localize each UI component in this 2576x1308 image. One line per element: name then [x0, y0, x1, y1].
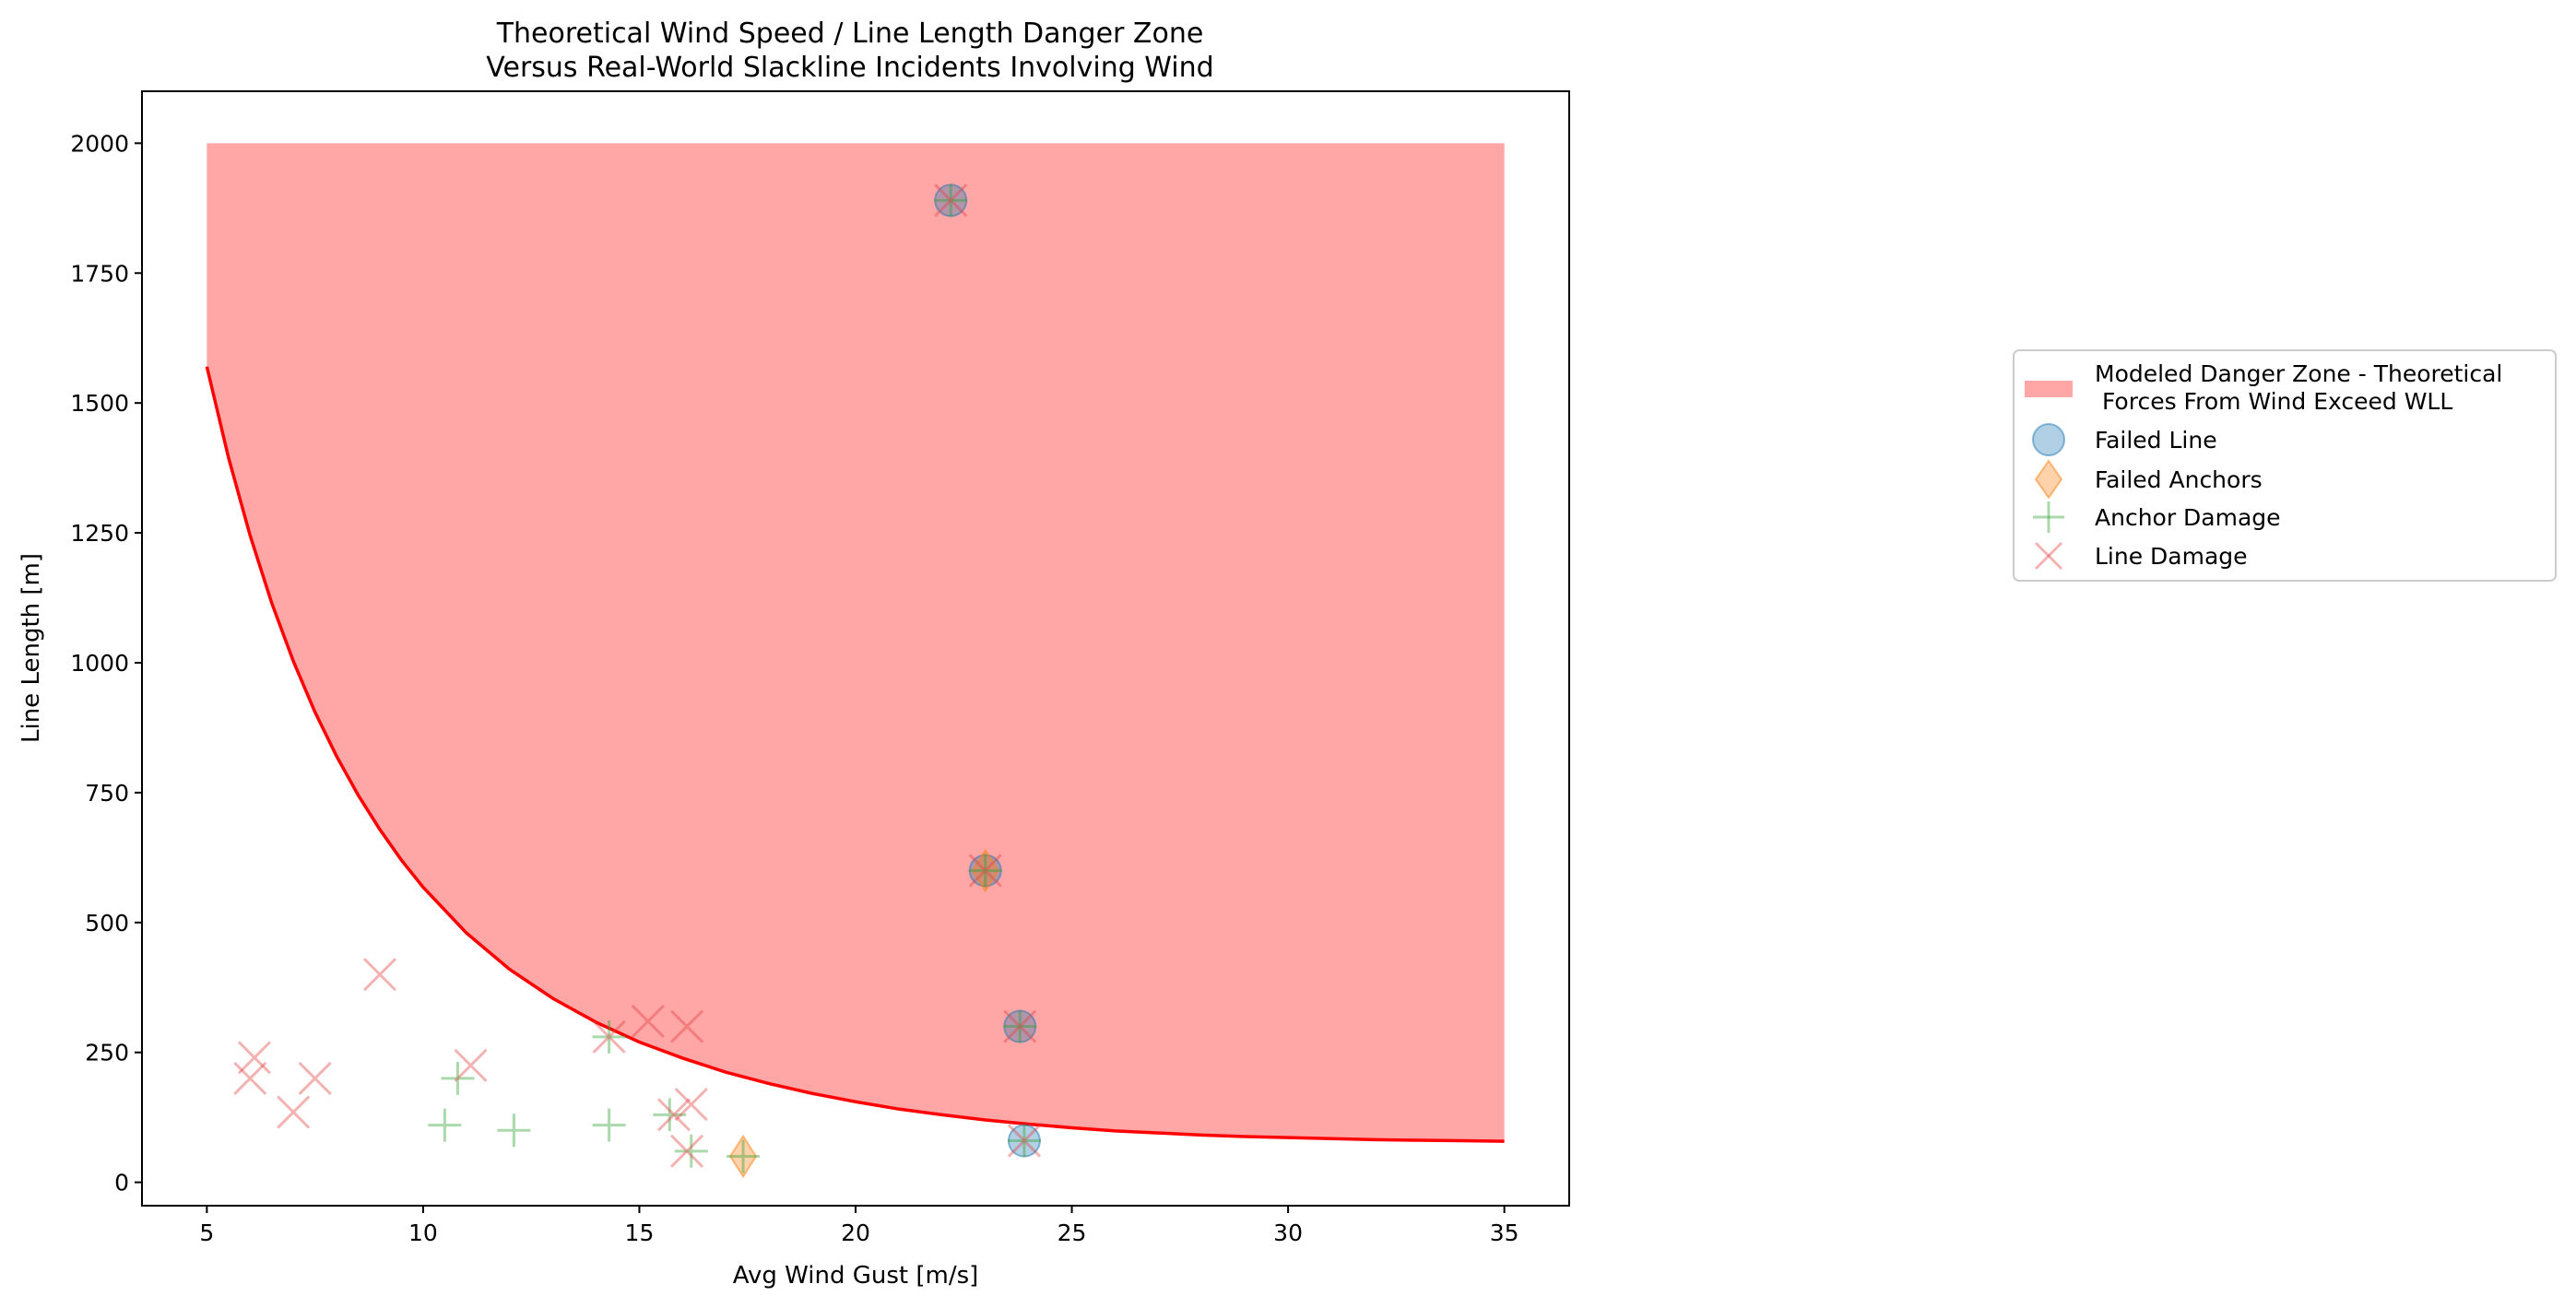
legend-label-danger-zone-line1: Modeled Danger Zone - Theoretical — [2095, 360, 2502, 387]
legend: Modeled Danger Zone - Theoretical Forces… — [2013, 349, 2557, 582]
marker-line-damage-8 — [362, 958, 397, 992]
marker-line-damage-12 — [669, 1009, 704, 1043]
y-tick-label-1500: 1500 — [70, 390, 129, 417]
marker-anchor-damage-1 — [968, 854, 1002, 888]
legend-swatch-danger-zone — [2025, 381, 2073, 397]
x-tick-label-30: 30 — [1273, 1220, 1303, 1246]
marker-failed-line-0 — [934, 183, 968, 218]
marker-line-damage-13 — [656, 1098, 691, 1132]
marker-line-damage-1 — [968, 854, 1002, 888]
y-tick-label-0: 0 — [114, 1170, 129, 1196]
legend-label-failed-line: Failed Line — [2095, 427, 2217, 454]
legend-marker-failed-anchors — [2034, 459, 2063, 500]
marker-anchor-damage-8 — [592, 1019, 626, 1054]
marker-anchor-damage-0 — [934, 183, 968, 218]
marker-line-damage-0 — [934, 183, 968, 218]
danger-zone-curve — [205, 366, 1505, 1143]
y-tick-label-750: 750 — [85, 780, 129, 807]
marker-line-damage-14 — [674, 1088, 708, 1122]
marker-line-damage-10 — [592, 1019, 626, 1054]
marker-line-damage-2 — [1003, 1009, 1037, 1043]
marker-line-damage-11 — [631, 1004, 665, 1038]
y-tick-label-1750: 1750 — [70, 260, 129, 287]
x-tick-label-10: 10 — [408, 1220, 438, 1246]
marker-failed-anchors-0 — [971, 848, 999, 893]
marker-anchor-damage-6 — [497, 1114, 531, 1148]
marker-anchor-damage-3 — [1007, 1124, 1041, 1158]
marker-line-damage-5 — [233, 1061, 267, 1095]
x-tick-label-35: 35 — [1490, 1220, 1519, 1246]
y-axis-label: Line Length [m] — [18, 553, 45, 743]
marker-failed-line-2 — [1003, 1009, 1037, 1043]
y-tick-label-1250: 1250 — [70, 520, 129, 547]
y-tick-label-1000: 1000 — [70, 650, 129, 677]
legend-marker-line-damage — [2034, 541, 2063, 571]
legend-marker-anchor-damage — [2033, 501, 2064, 533]
scatter-markers — [233, 183, 1042, 1179]
x-tick-label-5: 5 — [199, 1220, 214, 1246]
x-tick-label-15: 15 — [625, 1220, 655, 1246]
x-axis-ticks: 5 10 15 20 25 30 35 — [199, 1206, 1519, 1246]
marker-anchor-damage-2 — [1003, 1009, 1037, 1043]
marker-line-damage-9 — [454, 1048, 488, 1082]
y-tick-label-500: 500 — [85, 910, 129, 937]
legend-marker-failed-line — [2032, 423, 2065, 456]
legend-label-anchor-damage: Anchor Damage — [2095, 504, 2281, 531]
legend-frame — [2013, 349, 2557, 582]
x-tick-label-25: 25 — [1058, 1220, 1087, 1246]
y-axis-ticks: 0 250 500 750 1000 1250 1500 1750 2000 — [70, 130, 142, 1196]
marker-anchor-damage-10 — [674, 1134, 708, 1168]
x-tick-label-20: 20 — [841, 1220, 870, 1246]
marker-anchor-damage-4 — [441, 1061, 475, 1095]
marker-failed-line-3 — [1007, 1124, 1041, 1158]
legend-label-line-damage: Line Damage — [2095, 543, 2248, 570]
marker-anchor-damage-11 — [727, 1139, 761, 1173]
x-axis-label: Avg Wind Gust [m/s] — [733, 1262, 979, 1290]
legend-label-failed-anchors: Failed Anchors — [2095, 466, 2263, 493]
chart-title-line1: Theoretical Wind Speed / Line Length Dan… — [496, 18, 1204, 50]
marker-failed-anchors-1 — [728, 1134, 758, 1179]
danger-zone-fill — [207, 143, 1505, 1142]
y-tick-label-250: 250 — [85, 1040, 129, 1066]
marker-anchor-damage-7 — [592, 1108, 626, 1142]
marker-line-damage-6 — [277, 1095, 311, 1129]
chart-title-line2: Versus Real-World Slackline Incidents In… — [486, 52, 1213, 84]
marker-anchor-damage-5 — [428, 1108, 462, 1142]
marker-line-damage-4 — [237, 1041, 272, 1075]
legend-label-danger-zone-line2: Forces From Wind Exceed WLL — [2095, 388, 2452, 415]
marker-anchor-damage-9 — [653, 1098, 687, 1132]
marker-line-damage-3 — [1007, 1124, 1042, 1158]
marker-line-damage-15 — [669, 1134, 704, 1168]
plot-area — [205, 143, 1505, 1179]
marker-line-damage-7 — [298, 1061, 332, 1095]
y-tick-label-2000: 2000 — [70, 130, 129, 157]
